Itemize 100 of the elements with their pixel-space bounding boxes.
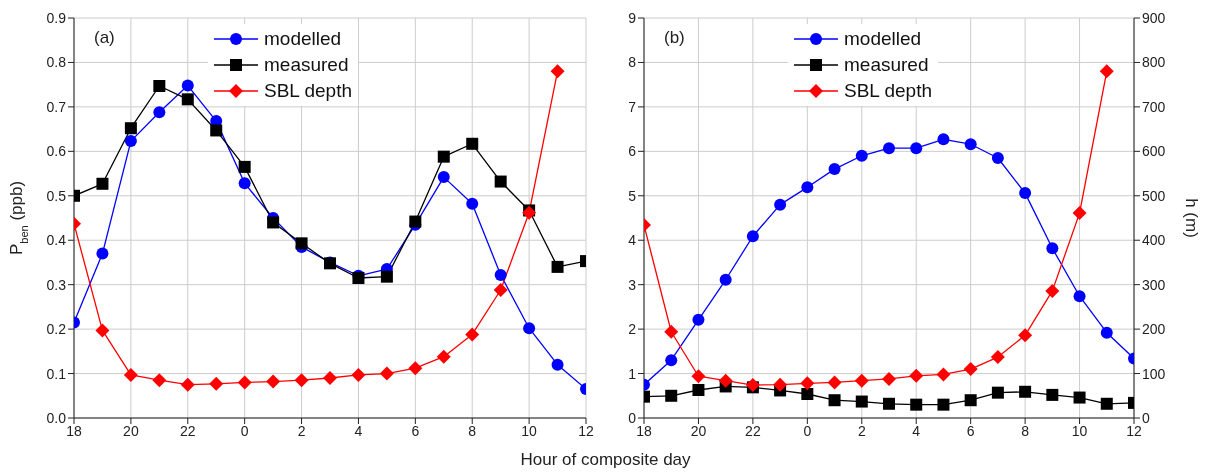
y-tick-label: 8: [628, 54, 637, 71]
x-tick-label: 10: [1071, 422, 1088, 439]
point: [964, 138, 977, 151]
point: [436, 349, 451, 364]
legend-label: measured: [264, 53, 349, 77]
point: [936, 367, 951, 382]
y-tick-label: 0.7: [46, 98, 67, 115]
point: [664, 324, 679, 339]
y-tick-label: 5: [628, 187, 637, 204]
point: [801, 181, 814, 194]
point: [465, 327, 480, 342]
point: [323, 371, 337, 385]
point: [238, 160, 251, 173]
point: [719, 273, 732, 286]
x-tick-label: 0: [240, 422, 249, 439]
point: [746, 230, 759, 243]
point: [210, 124, 223, 137]
point: [523, 322, 536, 335]
point: [124, 122, 137, 135]
y-tick-label: 0.1: [46, 365, 67, 382]
y-tick-label: 6: [628, 143, 637, 160]
point: [181, 79, 194, 92]
point: [990, 350, 1005, 365]
point: [380, 270, 393, 283]
y2-axis-title: h (m): [1182, 198, 1201, 238]
x-tick-label: 18: [66, 422, 82, 439]
point: [96, 177, 109, 190]
point: [408, 361, 423, 376]
x-tick-label: 22: [745, 422, 761, 439]
point: [123, 367, 138, 382]
point: [181, 93, 194, 106]
y-tick-label: 4: [628, 232, 637, 249]
point: [494, 175, 507, 188]
y-tick-label: 0.6: [46, 143, 67, 160]
point: [692, 313, 705, 326]
point: [152, 373, 167, 388]
point: [466, 137, 479, 150]
point: [910, 398, 923, 411]
point: [665, 354, 678, 367]
point: [991, 386, 1004, 399]
y2-tick-label: 400: [1142, 232, 1166, 249]
x-tick-label: 4: [912, 422, 921, 439]
point: [909, 368, 924, 383]
point: [855, 149, 868, 162]
x-tick-label: 12: [1126, 422, 1142, 439]
x-tick-label: 18: [636, 422, 652, 439]
x-tick-label: 20: [123, 422, 139, 439]
point: [665, 389, 678, 402]
x-tick-label: 22: [179, 422, 196, 439]
x-tick-label: 2: [857, 422, 866, 439]
point: [883, 142, 895, 155]
point: [493, 283, 508, 297]
point: [1045, 283, 1060, 298]
y-tick-label: 1: [628, 365, 637, 382]
x-tick-label: 2: [297, 422, 306, 439]
point: [379, 366, 394, 381]
point: [266, 374, 281, 389]
point: [937, 133, 950, 146]
x-tick-label: 10: [521, 422, 538, 439]
point: [963, 362, 978, 377]
point: [267, 216, 280, 229]
point: [883, 397, 895, 410]
point: [1073, 391, 1086, 404]
x-tick-label: 12: [578, 422, 594, 439]
point: [855, 395, 868, 408]
point: [691, 369, 706, 384]
x-axis-title: Hour of composite day: [519, 450, 692, 470]
x-tick-label: 6: [411, 422, 420, 439]
point: [882, 371, 896, 386]
y-tick-label: 2: [628, 321, 637, 338]
x-tick-label: 4: [354, 422, 363, 439]
point: [551, 358, 564, 371]
point: [551, 260, 564, 273]
y-tick-label: 0.0: [46, 409, 67, 426]
point: [692, 384, 705, 396]
point: [774, 198, 787, 211]
x-tick-label: 20: [690, 422, 707, 439]
x-tick-label: 8: [1021, 422, 1030, 439]
point: [494, 268, 507, 281]
point: [238, 177, 251, 190]
point: [1100, 326, 1113, 339]
y-tick-label: 3: [628, 276, 637, 293]
point: [854, 373, 869, 388]
x-tick-label: 6: [966, 422, 975, 439]
point: [209, 376, 224, 391]
y-tick-label: 0.2: [46, 321, 67, 338]
y-tick-label: 9: [628, 9, 637, 26]
y-tick-label: 0.5: [46, 187, 67, 204]
y-tick-label: 0.8: [46, 54, 67, 71]
legend-label: SBL depth: [264, 79, 353, 103]
y2-tick-label: 0: [1142, 409, 1150, 426]
point: [351, 367, 366, 382]
y-tick-label: 0.4: [46, 232, 67, 249]
point: [910, 142, 923, 155]
y2-tick-label: 900: [1142, 9, 1166, 26]
y2-tick-label: 100: [1142, 365, 1166, 382]
y2-tick-label: 500: [1142, 187, 1166, 204]
y-tick-label: 0.9: [46, 9, 67, 26]
point: [1072, 206, 1087, 221]
annotation: (a): [94, 28, 115, 48]
